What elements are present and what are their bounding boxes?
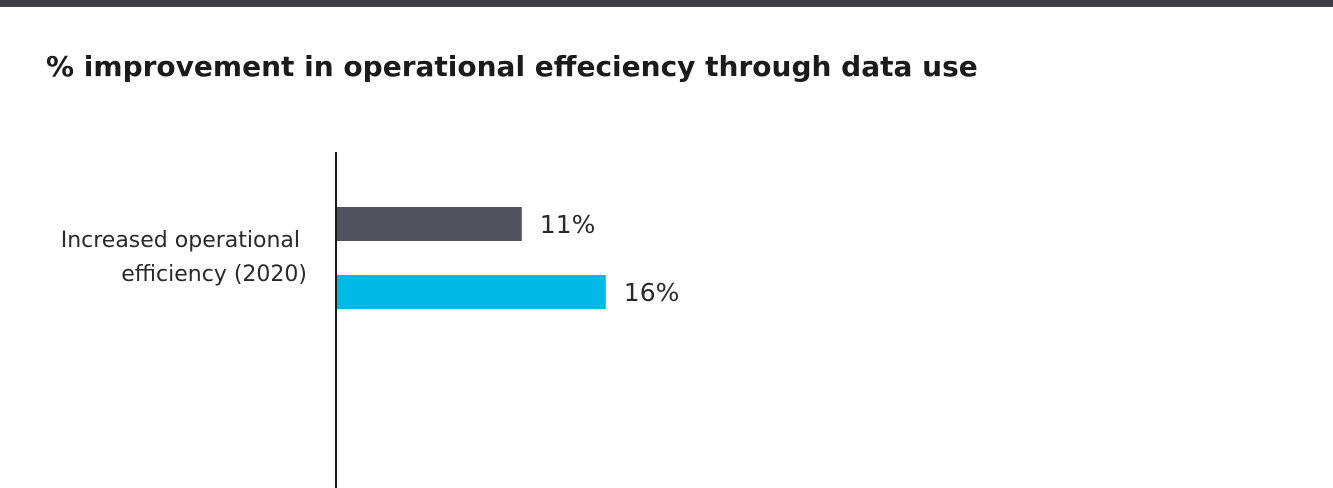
bar-series-2 (337, 275, 606, 309)
bar-series-1 (337, 207, 522, 241)
category-label-line-2: efficiency (2020) (121, 262, 307, 287)
category-label-line-1: Increased operational (61, 228, 300, 253)
category-label: Increased operational efficiency (2020) (61, 228, 307, 287)
data-label-series-1: 11% (540, 210, 596, 239)
data-label-series-2: 16% (624, 278, 680, 307)
bars-group: 11% 16% (337, 207, 679, 309)
top-accent-bar (0, 0, 1333, 7)
chart-title: % improvement in operational effeciency … (46, 50, 978, 83)
